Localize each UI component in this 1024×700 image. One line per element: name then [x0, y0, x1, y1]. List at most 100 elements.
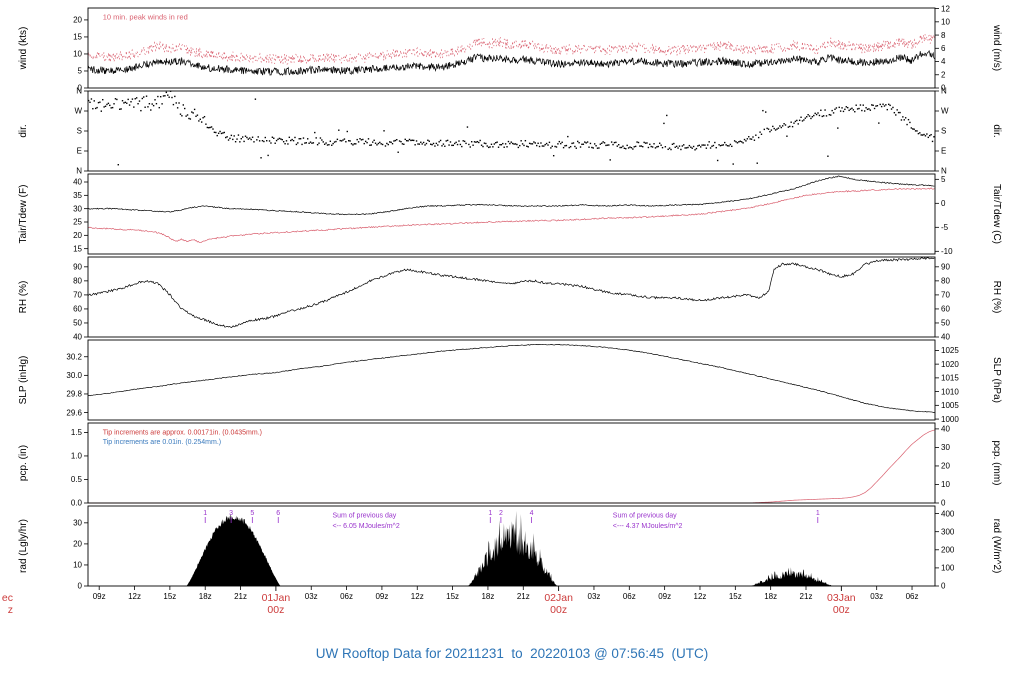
wind-peak-series [87, 34, 936, 65]
x-tick-label: 12z [128, 592, 141, 601]
dir-ytick-right: N [941, 87, 947, 96]
rh-ytick-left: 90 [73, 263, 82, 272]
dir-ylabel-right: dir. [991, 124, 1002, 137]
x-tick-label: 12z [694, 592, 707, 601]
rad-ytick-left: 30 [73, 519, 82, 528]
rad-ytick-left: 0 [78, 582, 83, 591]
rh-ytick-right: 60 [941, 305, 950, 314]
x-tick-label: 03z [305, 592, 318, 601]
dir-ytick-right: E [941, 147, 946, 156]
dir-ytick-left: N [76, 87, 82, 96]
rad-ytick-right: 300 [941, 527, 955, 536]
rad-ylabel-right: rad (W/m^2) [991, 519, 1002, 574]
rad-annotation-2: Sum of previous day [613, 512, 677, 519]
pcp-ytick-right: 10 [941, 480, 950, 489]
x-tick-label: 09z [375, 592, 388, 601]
temp-frame [87, 173, 936, 255]
rad-event-marker-label: 4 [530, 510, 534, 517]
dir-ylabel-left: dir. [18, 124, 29, 137]
day-label-z: 00z [833, 604, 850, 616]
rad-ytick-left: 20 [73, 540, 82, 549]
wind-ytick-right: 10 [941, 18, 950, 27]
pcp-ylabel-right: pcp. (mm) [991, 441, 1002, 486]
x-tick-label: 18z [199, 592, 212, 601]
rh-frame [87, 256, 936, 338]
pcp-ytick-right: 20 [941, 462, 950, 471]
rad-event-marker-label: 1 [816, 510, 820, 517]
rh-ytick-left: 80 [73, 277, 82, 286]
slp-ytick-right: 1020 [941, 360, 959, 369]
wind-ytick-right: 4 [941, 57, 946, 66]
x-tick-label: 03z [870, 592, 883, 601]
rh-ytick-left: 40 [73, 333, 82, 342]
wind-ytick-right: 0 [941, 84, 946, 93]
panel-rh: 40 50 60 70 80 90 40 50 60 70 80 90 RH (%) RH (%) [18, 256, 1002, 342]
sea-level-pressure-series [87, 343, 936, 413]
panel-wind: 0 5 10 15 20 0 2 4 6 8 10 12 wind (kts) wind (m/s) 10 … [18, 4, 1002, 92]
x-tick-label: 12z [411, 592, 424, 601]
rh-ytick-right: 80 [941, 277, 950, 286]
rad-annotation-0: Sum of previous day [332, 512, 396, 519]
pcp-ytick-left: 1.0 [71, 452, 83, 461]
wind-ytick-right: 8 [941, 31, 946, 40]
day-label: 02Jan [544, 592, 573, 604]
wind-ylabel-left: wind (kts) [18, 27, 29, 71]
temp-ytick-right: 5 [941, 175, 946, 184]
x-tick-label: 15z [163, 592, 176, 601]
solar-radiation-day3 [750, 567, 834, 586]
solar-radiation-day1 [186, 513, 281, 586]
clipped-day-label-z: z [8, 604, 13, 616]
temp-ylabel-left: Tair/Tdew (F) [18, 185, 29, 244]
tdew-series [87, 187, 935, 243]
temp-ytick-left: 35 [73, 191, 82, 200]
tair-series [87, 175, 935, 216]
pcp-annotation-1: Tip increments are 0.01in. (0.254mm.) [103, 439, 221, 446]
x-axis: 09z 12z 15z 18z 21z 03z 06z 09z 12z 15z 18z 21z 03z 0… [2, 586, 918, 616]
rad-event-marker-label: 1 [488, 510, 492, 517]
rad-annotation-3: <--- 4.37 MJoules/m^2 [613, 523, 683, 530]
x-tick-label: 21z [517, 592, 530, 601]
rad-ytick-right: 0 [941, 582, 946, 591]
rad-ytick-right: 100 [941, 564, 955, 573]
temp-ylabel-right: Tair/Tdew (C) [991, 184, 1002, 244]
rad-event-marker-label: 3 [229, 510, 233, 517]
chart-title: UW Rooftop Data for 20211231 to 20220103… [315, 646, 709, 661]
day-label: 01Jan [262, 592, 291, 604]
rad-ylabel-left: rad (Lgly/hr) [18, 519, 29, 573]
rad-event-marker-label: 2 [499, 510, 503, 517]
slp-frame [87, 339, 936, 421]
rad-event-marker-label: 6 [276, 510, 280, 517]
panel-slp: 29.6 29.8 30.0 30.2 1000 1005 1010 1015 1020 1025… [18, 339, 1002, 424]
x-tick-label: 15z [446, 592, 459, 601]
x-tick-label: 09z [658, 592, 671, 601]
wind-ytick-left: 5 [78, 67, 83, 76]
wind-ytick-right: 12 [941, 4, 950, 13]
rad-ytick-right: 400 [941, 509, 955, 518]
wind-sustained-series [87, 49, 936, 76]
dir-ytick-left: S [77, 127, 82, 136]
wind-ylabel-right: wind (m/s) [991, 24, 1002, 71]
panel-pcp: 0.0 0.5 1.0 1.5 0 10 20 30 40 pcp. (in) pcp. (mm) T… [18, 422, 1002, 508]
dir-ytick-right: N [941, 167, 947, 176]
x-tick-label: 15z [729, 592, 742, 601]
slp-ytick-right: 1015 [941, 374, 959, 383]
day-label-z: 00z [267, 604, 284, 616]
slp-ytick-right: 1025 [941, 346, 959, 355]
slp-ytick-left: 29.8 [66, 390, 82, 399]
wind-ytick-right: 6 [941, 44, 946, 53]
rad-frame [87, 505, 936, 587]
x-tick-label: 21z [800, 592, 813, 601]
solar-radiation-day2 [467, 510, 558, 586]
pcp-ylabel-left: pcp. (in) [18, 445, 29, 481]
rh-ytick-right: 90 [941, 263, 950, 272]
rh-ytick-left: 50 [73, 319, 82, 328]
pcp-annotation-0: Tip increments are approx. 0.00171in. (0… [103, 429, 262, 436]
clipped-day-label: ec [2, 592, 13, 604]
day-label-z: 00z [550, 604, 567, 616]
x-tick-label: 09z [93, 592, 106, 601]
wind-ytick-left: 20 [73, 16, 82, 25]
temp-ytick-left: 30 [73, 204, 82, 213]
